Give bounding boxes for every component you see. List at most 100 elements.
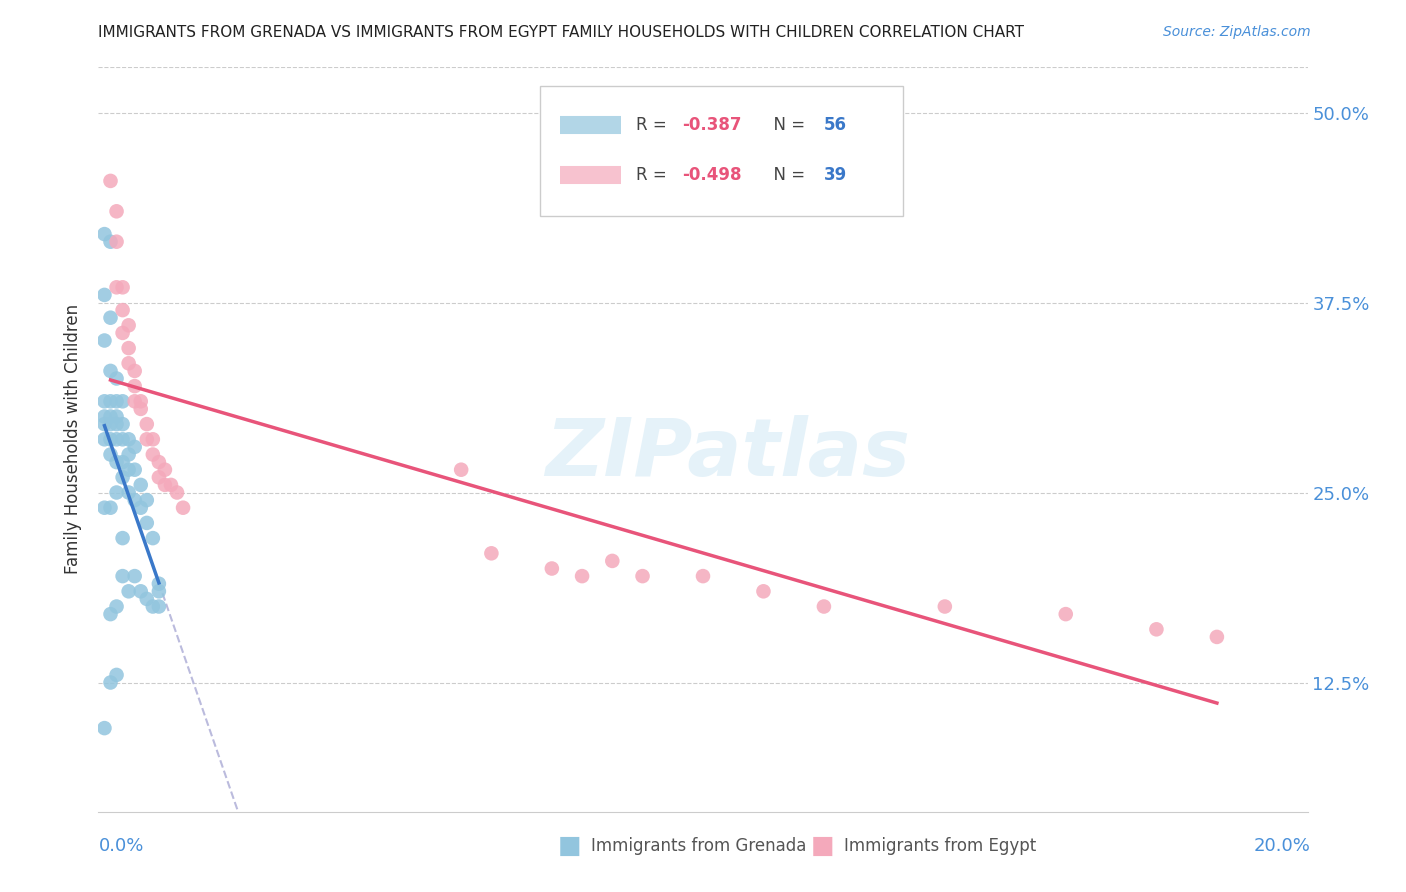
Point [111,470,134,484]
Text: 39: 39 [824,166,848,184]
Point [124,394,146,409]
Point [129,394,152,409]
Point [124,379,146,393]
Point [100,235,122,249]
Point [450,463,472,477]
Point [602,554,624,568]
Point [129,500,152,515]
Point [93,409,115,424]
Point [148,470,170,484]
Point [1144,623,1167,637]
FancyBboxPatch shape [540,86,903,216]
Point [93,433,115,447]
Text: Immigrants from Egypt: Immigrants from Egypt [844,837,1036,855]
Point [142,599,165,614]
Point [172,500,194,515]
Point [148,584,170,599]
Point [692,569,714,583]
Point [631,569,654,583]
Point [129,478,152,492]
Point [118,433,141,447]
Point [111,433,134,447]
Text: ■: ■ [558,834,581,857]
Text: R =: R = [637,116,672,134]
Point [105,433,128,447]
Text: -0.498: -0.498 [682,166,742,184]
Point [100,448,122,462]
Point [153,463,176,477]
Point [934,599,956,614]
Text: Immigrants from Grenada: Immigrants from Grenada [591,837,806,855]
Point [1206,630,1229,644]
Point [166,485,188,500]
Text: N =: N = [763,116,811,134]
Point [118,485,141,500]
Point [105,394,128,409]
Point [111,394,134,409]
Point [105,485,128,500]
Point [100,607,122,621]
Point [105,204,128,219]
Point [148,599,170,614]
Point [752,584,775,599]
Text: ZIPatlas: ZIPatlas [544,415,910,493]
Point [148,576,170,591]
Point [160,478,183,492]
Point [100,500,122,515]
Point [100,310,122,325]
Point [93,334,115,348]
Text: -0.387: -0.387 [682,116,742,134]
Point [111,455,134,469]
Point [118,318,141,333]
Text: Source: ZipAtlas.com: Source: ZipAtlas.com [1163,25,1310,39]
Point [118,584,141,599]
Point [124,364,146,378]
Point [105,668,128,682]
Point [93,417,115,431]
Point [93,721,115,735]
Point [481,546,503,560]
Text: 0.0%: 0.0% [98,837,143,855]
Point [93,500,115,515]
Point [105,409,128,424]
Point [135,493,157,508]
Point [148,455,170,469]
Point [142,433,165,447]
Point [118,463,141,477]
Point [111,303,134,318]
Text: 56: 56 [824,116,846,134]
Point [93,394,115,409]
Text: 20.0%: 20.0% [1254,837,1310,855]
Point [129,401,152,416]
Point [105,599,128,614]
Point [142,531,165,545]
Point [105,417,128,431]
Point [105,371,128,385]
Point [100,364,122,378]
Point [813,599,835,614]
Point [124,569,146,583]
Point [135,433,157,447]
Point [118,448,141,462]
Text: N =: N = [763,166,811,184]
Point [111,531,134,545]
Point [540,561,562,575]
Point [100,394,122,409]
Y-axis label: Family Households with Children: Family Households with Children [65,304,83,574]
Point [1054,607,1077,621]
Point [142,448,165,462]
Point [129,584,152,599]
Point [118,356,141,370]
Point [571,569,593,583]
Point [93,288,115,302]
Point [100,174,122,188]
Point [124,463,146,477]
Point [111,280,134,294]
Point [111,326,134,340]
Text: IMMIGRANTS FROM GRENADA VS IMMIGRANTS FROM EGYPT FAMILY HOUSEHOLDS WITH CHILDREN: IMMIGRANTS FROM GRENADA VS IMMIGRANTS FR… [98,25,1025,40]
Point [93,227,115,241]
Text: ■: ■ [811,834,834,857]
Text: R =: R = [637,166,672,184]
Point [135,591,157,606]
Point [100,417,122,431]
